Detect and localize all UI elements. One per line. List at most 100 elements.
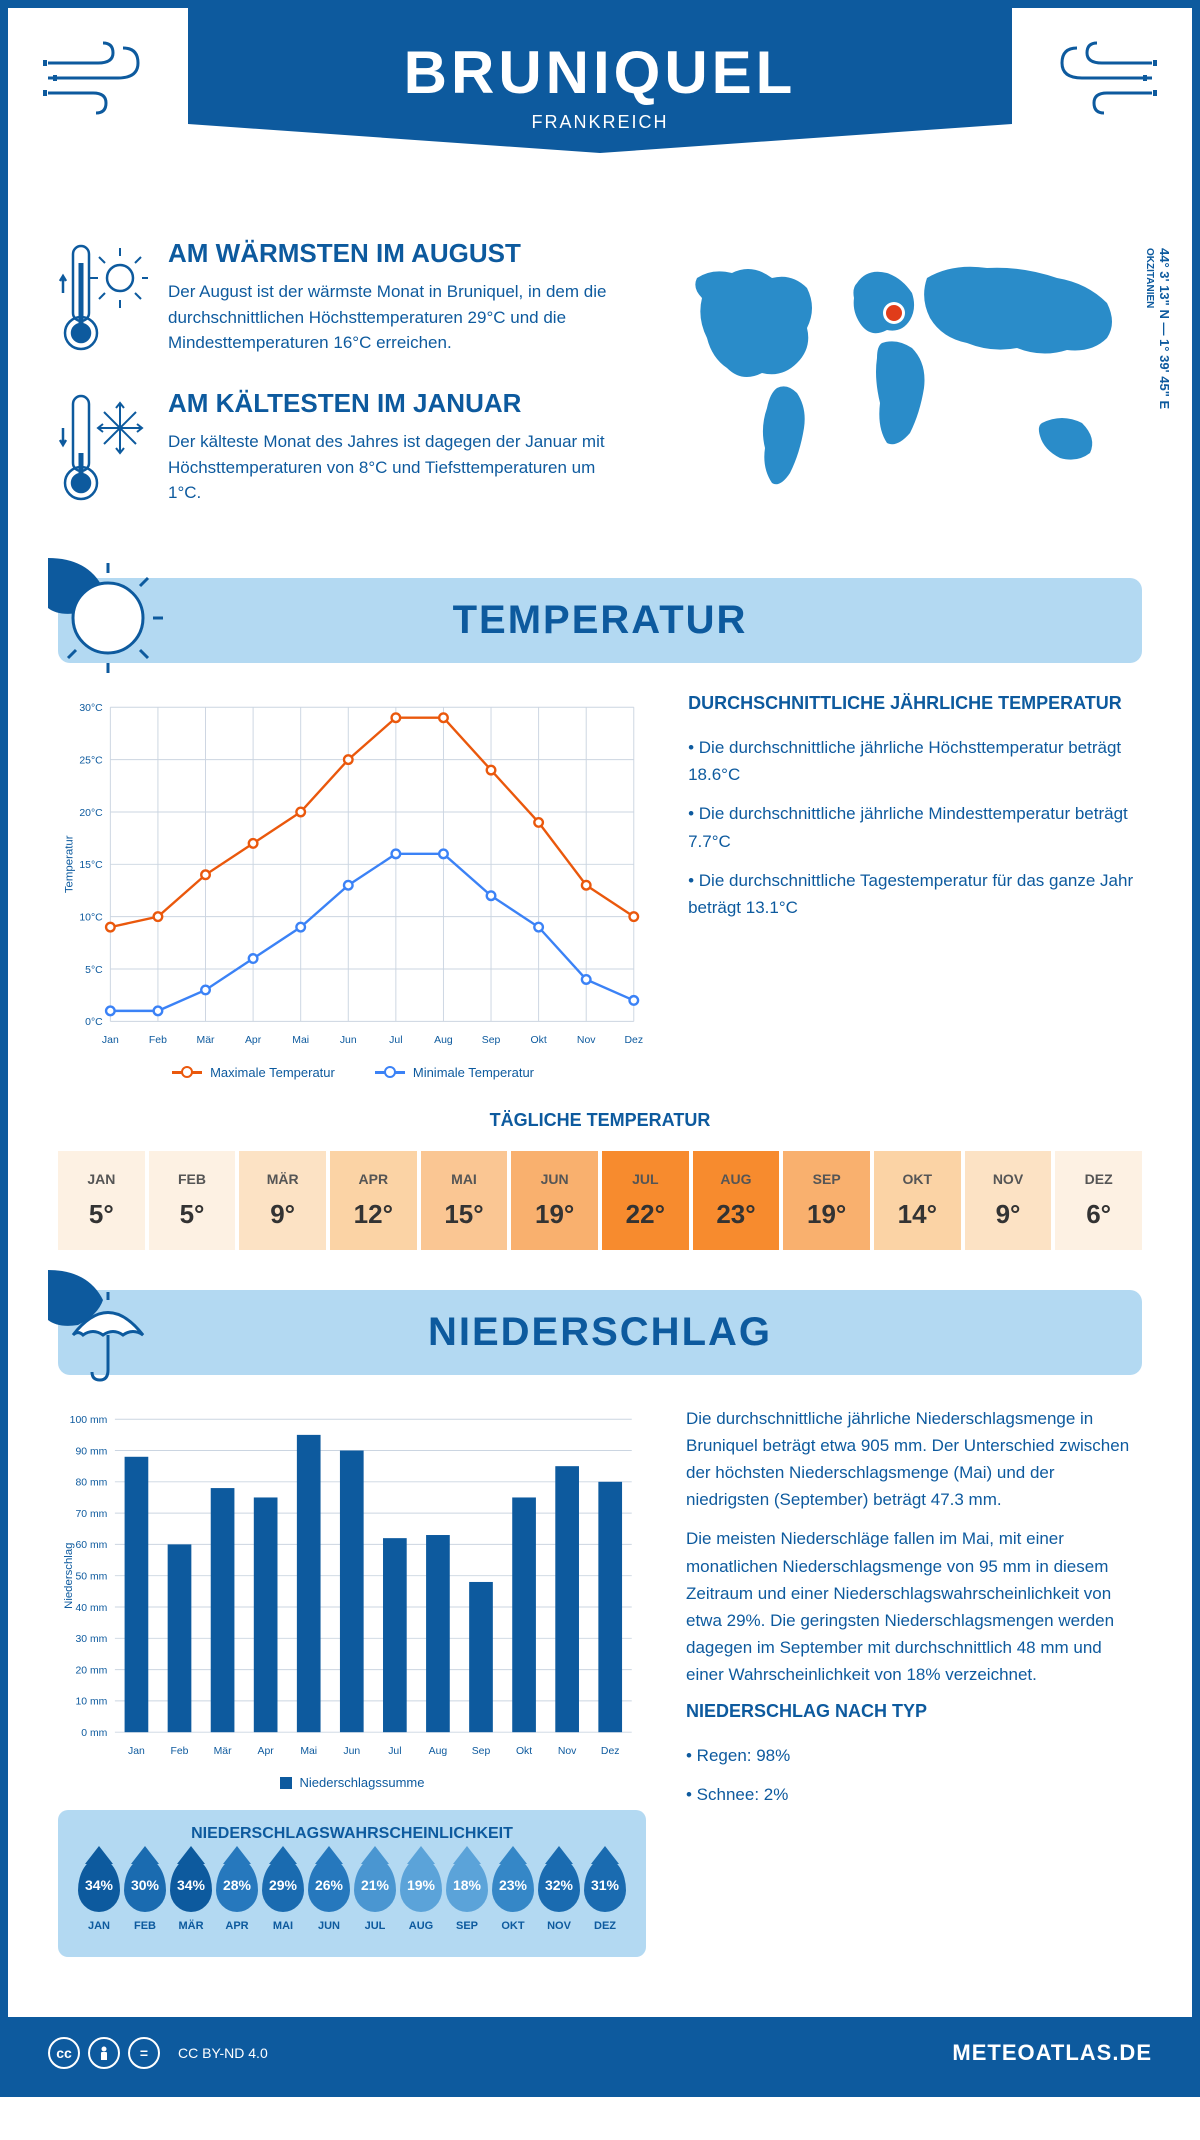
probability-drop: 32%NOV (538, 1858, 580, 1932)
daily-temp-cell: MÄR9° (239, 1151, 326, 1250)
by-icon (88, 2037, 120, 2069)
svg-text:Apr: Apr (258, 1746, 275, 1757)
umbrella-icon (48, 1270, 178, 1400)
cold-summary: AM KÄLTESTEN IM JANUAR Der kälteste Mona… (58, 388, 622, 508)
precip-type-title: NIEDERSCHLAG NACH TYP (686, 1701, 1142, 1722)
svg-text:Feb: Feb (171, 1746, 189, 1757)
page-subtitle: FRANKREICH (228, 112, 972, 133)
probability-box: NIEDERSCHLAGSWAHRSCHEINLICHKEIT 34%JAN30… (58, 1810, 646, 1957)
svg-text:90 mm: 90 mm (75, 1446, 107, 1457)
svg-text:0 mm: 0 mm (81, 1728, 107, 1739)
daily-temp-cell: JUL22° (602, 1151, 689, 1250)
cold-title: AM KÄLTESTEN IM JANUAR (168, 388, 622, 419)
svg-text:Nov: Nov (558, 1746, 577, 1757)
svg-text:5°C: 5°C (85, 965, 103, 976)
warm-text: Der August ist der wärmste Monat in Brun… (168, 279, 622, 356)
daily-temp-cell: FEB5° (149, 1151, 236, 1250)
daily-temp-cell: SEP19° (783, 1151, 870, 1250)
daily-temp-cell: APR12° (330, 1151, 417, 1250)
precip-title: NIEDERSCHLAG (88, 1310, 1112, 1355)
svg-text:30°C: 30°C (79, 703, 103, 714)
svg-text:10°C: 10°C (79, 912, 103, 923)
probability-drop: 21%JUL (354, 1858, 396, 1932)
daily-temp-cell: NOV9° (965, 1151, 1052, 1250)
probability-drop: 31%DEZ (584, 1858, 626, 1932)
precip-bar-chart: 0 mm10 mm20 mm30 mm40 mm50 mm60 mm70 mm8… (58, 1405, 646, 1765)
thermometer-cold-icon (58, 388, 148, 508)
svg-text:Mai: Mai (300, 1746, 317, 1757)
wind-icon (38, 38, 158, 118)
temp-title: TEMPERATUR (88, 598, 1112, 643)
daily-temp-section: TÄGLICHE TEMPERATUR JAN5°FEB5°MÄR9°APR12… (58, 1110, 1142, 1250)
cc-icon: cc (48, 2037, 80, 2069)
footer: cc = CC BY-ND 4.0 METEOATLAS.DE (8, 2017, 1192, 2089)
probability-drop: 19%AUG (400, 1858, 442, 1932)
svg-text:60 mm: 60 mm (75, 1540, 107, 1551)
svg-text:Sep: Sep (472, 1746, 491, 1757)
nd-icon: = (128, 2037, 160, 2069)
title-banner: BRUNIQUEL FRANKREICH (188, 8, 1012, 153)
temp-side-title: DURCHSCHNITTLICHE JÄHRLICHE TEMPERATUR (688, 693, 1142, 714)
svg-text:Sep: Sep (482, 1035, 501, 1046)
svg-text:Okt: Okt (516, 1746, 532, 1757)
temp-chart: 0°C5°C10°C15°C20°C25°C30°CJanFebMärAprMa… (58, 693, 648, 1080)
temp-section-header: TEMPERATUR (58, 578, 1142, 663)
precip-side-text: Die durchschnittliche jährliche Niedersc… (686, 1405, 1142, 1957)
temp-legend: Maximale Temperatur Minimale Temperatur (58, 1065, 648, 1080)
map-svg (662, 238, 1142, 518)
temp-stat-line: • Die durchschnittliche jährliche Höchst… (688, 734, 1142, 788)
svg-text:Jun: Jun (343, 1746, 360, 1757)
svg-text:Jun: Jun (340, 1035, 357, 1046)
wind-icon (1042, 38, 1162, 118)
precip-type-line: • Regen: 98% (686, 1742, 1142, 1769)
svg-text:15°C: 15°C (79, 860, 103, 871)
world-map: 44° 3' 13" N — 1° 39' 45" EOKZITANIEN (662, 238, 1142, 538)
temp-stat-line: • Die durchschnittliche jährliche Mindes… (688, 800, 1142, 854)
svg-text:80 mm: 80 mm (75, 1477, 107, 1488)
svg-text:100 mm: 100 mm (70, 1415, 108, 1426)
brand: METEOATLAS.DE (952, 2040, 1152, 2066)
daily-temp-cell: JUN19° (511, 1151, 598, 1250)
svg-text:Dez: Dez (601, 1746, 620, 1757)
prob-title: NIEDERSCHLAGSWAHRSCHEINLICHKEIT (78, 1825, 626, 1843)
probability-drop: 29%MAI (262, 1858, 304, 1932)
svg-text:Aug: Aug (434, 1035, 453, 1046)
probability-drop: 30%FEB (124, 1858, 166, 1932)
daily-temp-cell: OKT14° (874, 1151, 961, 1250)
svg-text:Niederschlag: Niederschlag (63, 1542, 75, 1608)
daily-temp-cell: AUG23° (693, 1151, 780, 1250)
daily-temp-cell: MAI15° (421, 1151, 508, 1250)
svg-text:Nov: Nov (577, 1035, 596, 1046)
thermometer-hot-icon (58, 238, 148, 358)
svg-text:20°C: 20°C (79, 808, 103, 819)
daily-temp-cell: DEZ6° (1055, 1151, 1142, 1250)
temp-line-chart: 0°C5°C10°C15°C20°C25°C30°CJanFebMärAprMa… (58, 693, 648, 1055)
probability-drop: 18%SEP (446, 1858, 488, 1932)
svg-text:30 mm: 30 mm (75, 1634, 107, 1645)
svg-text:Jul: Jul (388, 1746, 401, 1757)
probability-drop: 23%OKT (492, 1858, 534, 1932)
infographic-frame: BRUNIQUEL FRANKREICH (0, 0, 1200, 2097)
probability-drop: 34%MÄR (170, 1858, 212, 1932)
temp-stat-line: • Die durchschnittliche Tagestemperatur … (688, 867, 1142, 921)
temp-side-text: DURCHSCHNITTLICHE JÄHRLICHE TEMPERATUR •… (688, 693, 1142, 1080)
svg-text:70 mm: 70 mm (75, 1509, 107, 1520)
svg-text:10 mm: 10 mm (75, 1696, 107, 1707)
svg-text:Dez: Dez (624, 1035, 643, 1046)
svg-text:Jan: Jan (102, 1035, 119, 1046)
svg-text:0°C: 0°C (85, 1017, 103, 1028)
svg-text:20 mm: 20 mm (75, 1665, 107, 1676)
svg-text:Feb: Feb (149, 1035, 167, 1046)
warm-summary: AM WÄRMSTEN IM AUGUST Der August ist der… (58, 238, 622, 358)
svg-text:Temperatur: Temperatur (63, 835, 75, 893)
svg-text:40 mm: 40 mm (75, 1602, 107, 1613)
probability-drop: 34%JAN (78, 1858, 120, 1932)
cold-text: Der kälteste Monat des Jahres ist dagege… (168, 429, 622, 506)
precip-p1: Die durchschnittliche jährliche Niedersc… (686, 1405, 1142, 1514)
svg-text:Okt: Okt (530, 1035, 546, 1046)
daily-temp-cell: JAN5° (58, 1151, 145, 1250)
probability-drop: 28%APR (216, 1858, 258, 1932)
svg-text:25°C: 25°C (79, 755, 103, 766)
precip-p2: Die meisten Niederschläge fallen im Mai,… (686, 1525, 1142, 1688)
precip-section-header: NIEDERSCHLAG (58, 1290, 1142, 1375)
